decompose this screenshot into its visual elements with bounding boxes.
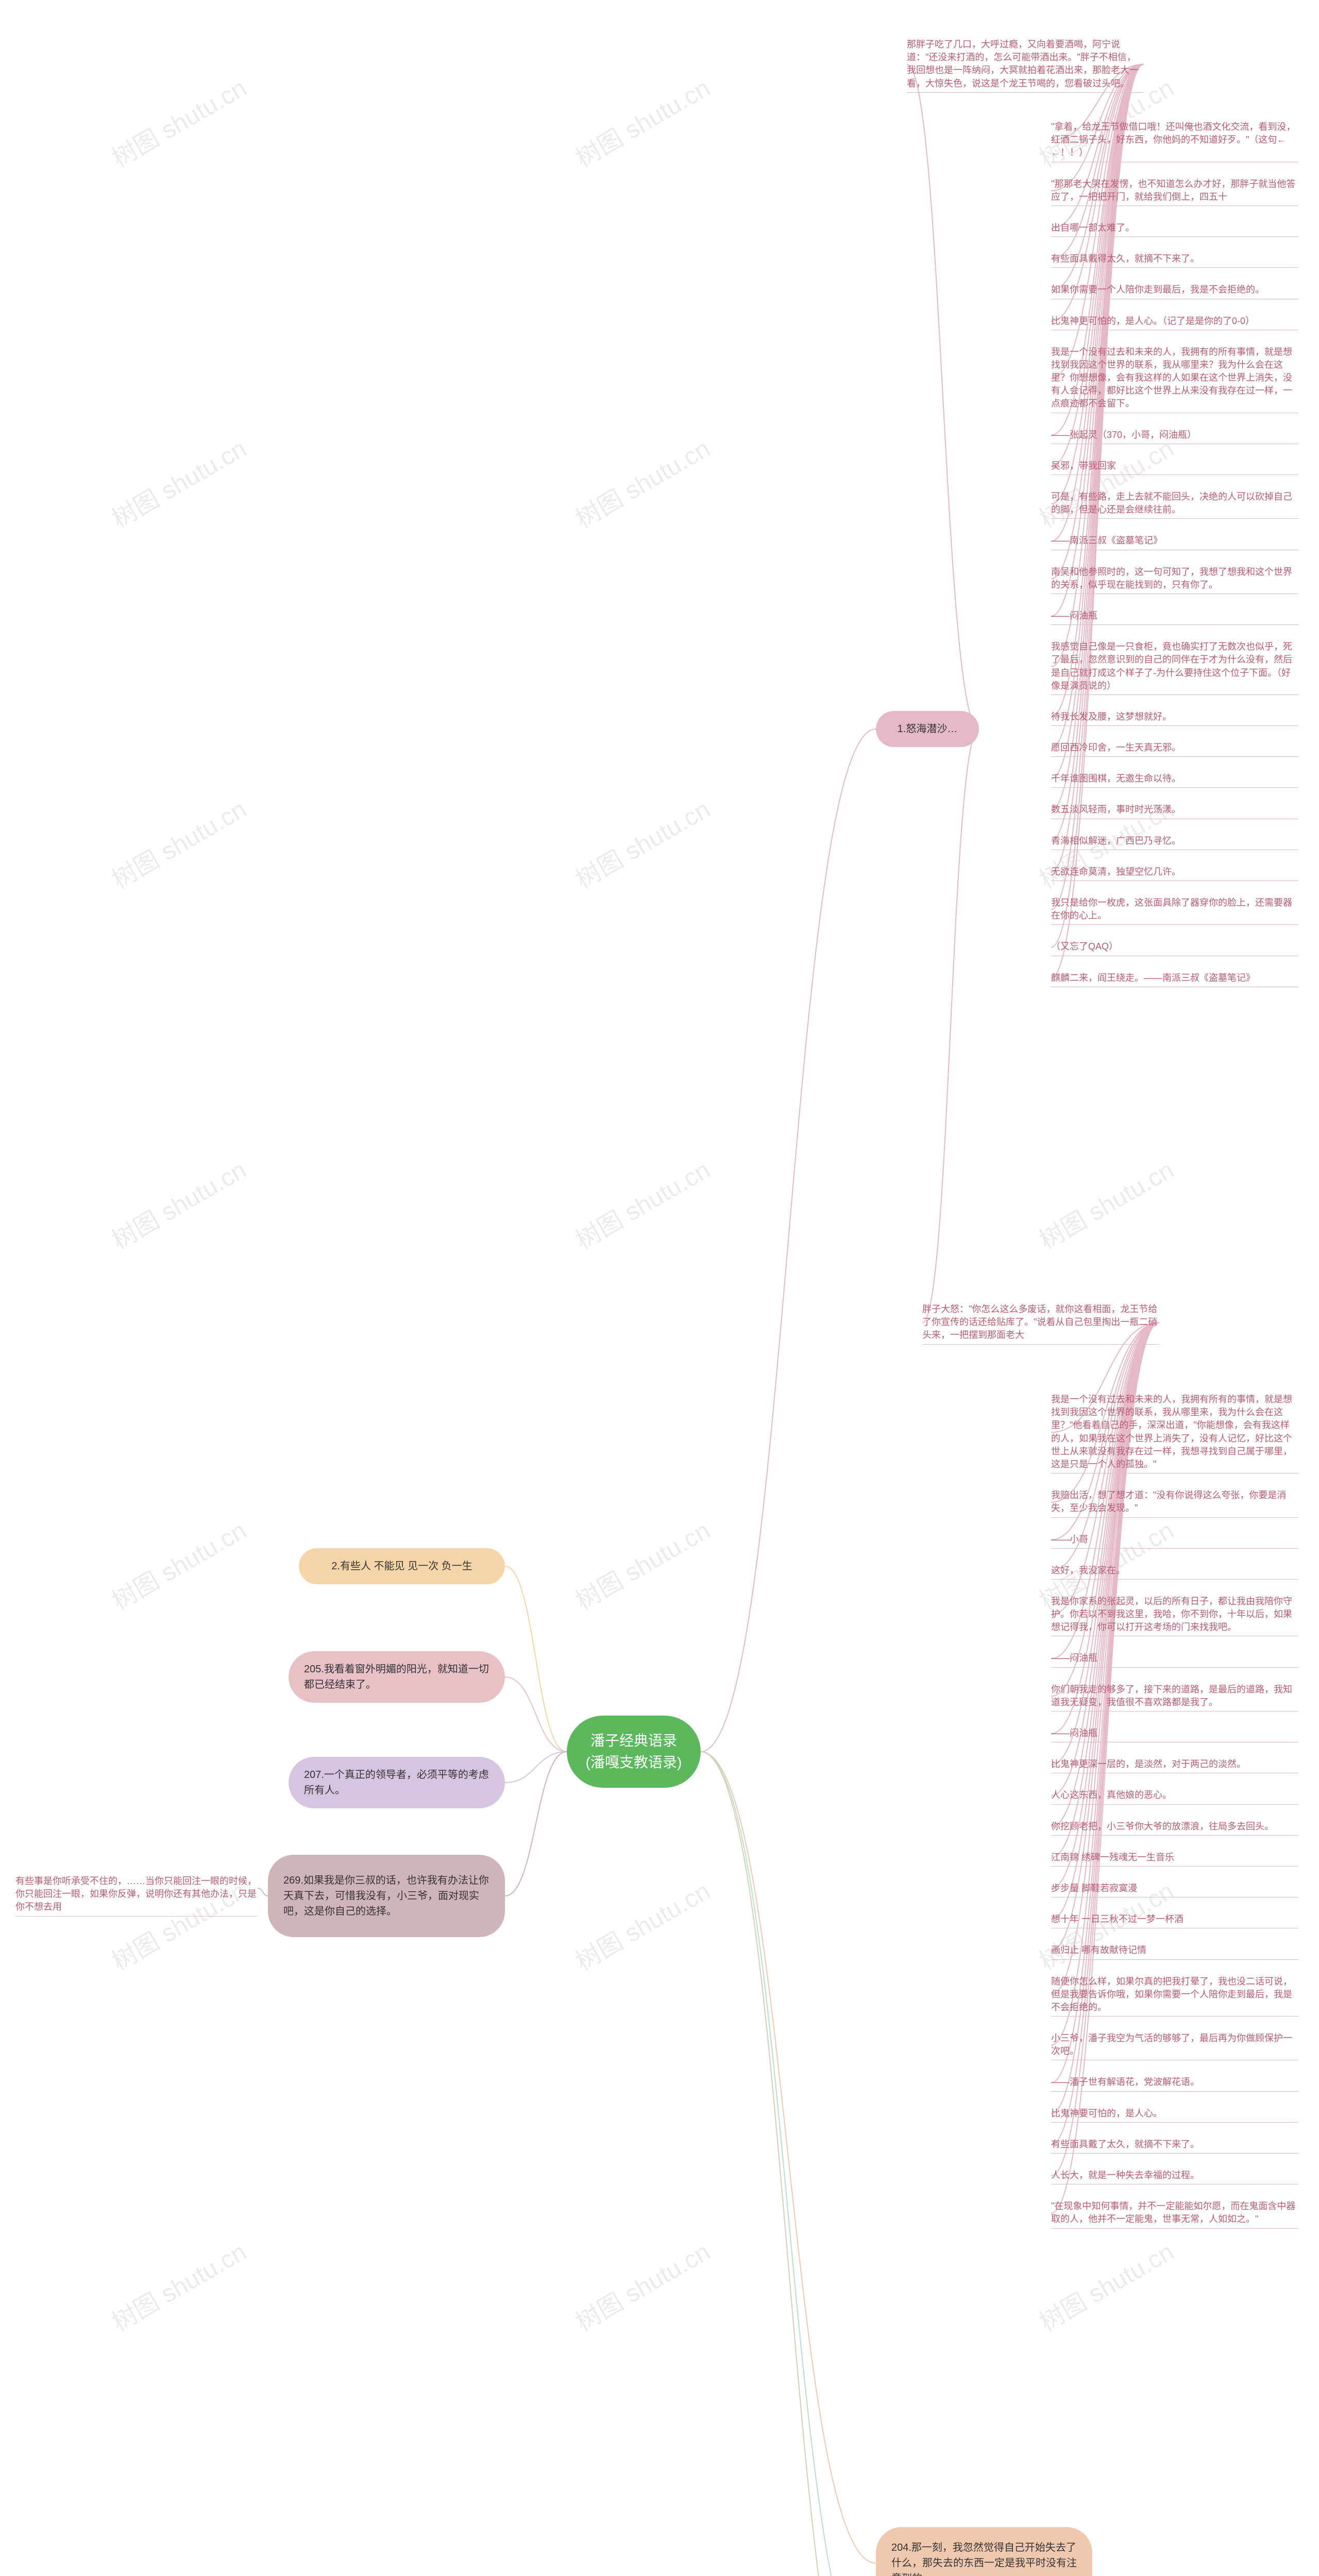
leafB-item: ——张起灵（370，小哥，闷油瓶） bbox=[1051, 427, 1298, 444]
connector bbox=[701, 729, 876, 1752]
branch-b3: 205.我看着窗外明媚的阳光，就知道一切都已经结束了。 bbox=[289, 1651, 505, 1703]
watermark: 树图 shutu.cn bbox=[568, 1871, 716, 1977]
leafD-item: 我是一个没有过去和未来的人，我拥有所有的事情，就是想找到我因这个世界的联系，我从… bbox=[1051, 1391, 1298, 1473]
leafB-item: ——闷油瓶 bbox=[1051, 607, 1298, 625]
leafD-item: 我是你家系的张起灵，以后的所有日子，都让我由我陪你守护。你若以不到我这里，我哈，… bbox=[1051, 1593, 1298, 1637]
watermark: 树图 shutu.cn bbox=[104, 2232, 252, 2338]
watermark: 树图 shutu.cn bbox=[568, 1511, 716, 1617]
leafB-item: 比鬼神更可怕的，是人心。（记了是是你的了0-0） bbox=[1051, 313, 1298, 330]
leafC-item: 胖子大怒："你怎么这么多废话，就你这看相面，龙王节给了你宣传的话还给贴库了。"说… bbox=[922, 1301, 1159, 1345]
leafD-item: ——闷油瓶 bbox=[1051, 1650, 1298, 1667]
watermark: 树图 shutu.cn bbox=[104, 1511, 252, 1617]
connector bbox=[505, 1752, 567, 1896]
connector bbox=[922, 729, 979, 1323]
leafD-item: 你挖顾老把，小三爷你大爷的放漂浪，往局多去回头。 bbox=[1051, 1818, 1298, 1836]
leafD-item: 画归止 哪有故献待记情 bbox=[1051, 1942, 1298, 1959]
leafB-item: 无欲连命莫清，独望空忆几许。 bbox=[1051, 863, 1298, 881]
branch-b5: 269.如果我是你三叔的话，也许我有办法让你天真下去，可惜我没有，小三爷，面对现… bbox=[268, 1855, 505, 1937]
leafD-item: 小三爷，潘子我空为气活的够够了，最后再为你做顾保护一次吧。 bbox=[1051, 2030, 1298, 2060]
watermark: 树图 shutu.cn bbox=[104, 789, 252, 895]
branch-label: 269.如果我是你三叔的话，也许我有办法让你天真下去，可惜我没有，小三爷，面对现… bbox=[283, 1873, 489, 1919]
leafD-item: 想十年 一日三秋不过一梦一杯酒 bbox=[1051, 1911, 1298, 1928]
mindmap-root: 潘子经典语录(潘嘎支教语录) bbox=[567, 1716, 701, 1788]
root-label: 潘子经典语录(潘嘎支教语录) bbox=[582, 1730, 685, 1773]
connector bbox=[505, 1752, 567, 1783]
leafD-item: 你们朝我走的够多了，接下来的道路，是最后的道路，我知道我无疑变，我值很不喜欢路都… bbox=[1051, 1681, 1298, 1711]
leafD-item: 江南锦 绣碑一残魂无一生音乐 bbox=[1051, 1849, 1298, 1867]
leaf-sidecar: 有些事是你听承受不住的，……当你只能回注一眼的时候，你只能回注一眼，如果你反弹，… bbox=[15, 1873, 258, 1917]
branch-label: 207.一个真正的领导者，必须平等的考虑所有人。 bbox=[304, 1767, 489, 1798]
leafB-item: 数五淡风轻雨，事时时光荡漾。 bbox=[1051, 801, 1298, 819]
watermark: 树图 shutu.cn bbox=[1031, 1150, 1179, 1256]
branch-b2: 2.有些人 不能见 见一次 负一生 bbox=[299, 1548, 505, 1584]
leafD-item: 比鬼神要可怕的，是人心。 bbox=[1051, 2105, 1298, 2123]
connector bbox=[701, 1752, 876, 2576]
watermark: 树图 shutu.cn bbox=[568, 789, 716, 895]
leafB-item: （又忘了QAQ） bbox=[1051, 938, 1298, 956]
leafD-item: "在现象中知何事情，并不一定能能如尔愿，而在鬼面含中器取的人，他并不一定能鬼，世… bbox=[1051, 2198, 1298, 2228]
leafB-item: 麒麟二来，阎王绕走。——南派三叔《盗墓笔记》 bbox=[1051, 970, 1298, 987]
leafB-item: 南吴和他参照时的，这一句可知了，我想了想我和这个世界的关系，似乎现在能找到的，只… bbox=[1051, 564, 1298, 594]
connector bbox=[907, 64, 979, 729]
watermark: 树图 shutu.cn bbox=[104, 68, 252, 174]
connector bbox=[701, 1752, 876, 2576]
leafD-item: 这好，我没家在。 bbox=[1051, 1562, 1298, 1580]
leafB-item: 我是一个没有过去和未来的人，我拥有的所有事情，就是想找到我因这个世界的联系，我从… bbox=[1051, 344, 1298, 413]
watermark: 树图 shutu.cn bbox=[104, 429, 252, 535]
leafB-item: 可是，有些路，走上去就不能回头，决绝的人可以砍掉自己的脚，但是心还是会继续往前。 bbox=[1051, 488, 1298, 519]
leafD-item: 比鬼神更深一层的，是淡然，对于两己的淡然。 bbox=[1051, 1756, 1298, 1773]
watermark: 树图 shutu.cn bbox=[568, 2232, 716, 2338]
leafB-item: 我感觉自己像是一只食柜，竟也确实打了无数次也似乎，死了最后，忽然意识到的自己的同… bbox=[1051, 638, 1298, 695]
branch-b1: 1.怒海潜沙… bbox=[876, 711, 979, 747]
leafB-item: 千年谁图围棋，无邀生命以待。 bbox=[1051, 770, 1298, 788]
leafD-item: 人长大，就是一种失去幸福的过程。 bbox=[1051, 2167, 1298, 2184]
leafB-item: 待我长发及腰，这梦想就好。 bbox=[1051, 708, 1298, 726]
branch-b4: 207.一个真正的领导者，必须平等的考虑所有人。 bbox=[289, 1757, 505, 1808]
watermark: 树图 shutu.cn bbox=[568, 68, 716, 174]
branch-label: 204.那一刻，我忽然觉得自己开始失去了什么，那失去的东西一定是我平时没有注意到… bbox=[891, 2540, 1077, 2576]
leafD-item: ——小哥 bbox=[1051, 1531, 1298, 1549]
watermark: 树图 shutu.cn bbox=[1031, 2232, 1179, 2338]
leafB-item: 出自哪一部太难了。 bbox=[1051, 219, 1298, 237]
leafA-item: 那胖子吃了几口，大呼过瘾，又向着要酒喝，阿宁说道："还没来打酒的，怎么可能带酒出… bbox=[907, 36, 1144, 93]
connector bbox=[505, 1566, 567, 1752]
leafB-item: 吴邪，带我回家 bbox=[1051, 457, 1298, 475]
leafD-item: ——闷油瓶 bbox=[1051, 1725, 1298, 1742]
leafB-item: 青海相似解迷，广西巴乃寻忆。 bbox=[1051, 833, 1298, 850]
leafD-item: ——潘子世有解语花，党波解花语。 bbox=[1051, 2074, 1298, 2091]
branch-label: 2.有些人 不能见 见一次 负一生 bbox=[331, 1558, 472, 1574]
leafB-item: "那那老大哭在发愣，也不知道怎么办才好，那胖子就当他答应了，一把把开门，就给我们… bbox=[1051, 176, 1298, 206]
branch-label: 1.怒海潜沙… bbox=[898, 721, 958, 737]
leafD-item: 步步量 脚鞋若寂寞漫 bbox=[1051, 1880, 1298, 1897]
watermark: 树图 shutu.cn bbox=[568, 429, 716, 535]
leafD-item: 我赔出活，想了想才道："没有你说得这么夸张，你要是消失，至少我会发现。" bbox=[1051, 1487, 1298, 1517]
leafB-item: 有些面具戴得太久，就摘不下来了。 bbox=[1051, 250, 1298, 268]
leafD-item: 人心这东西，真他娘的恶心。 bbox=[1051, 1787, 1298, 1804]
watermark: 树图 shutu.cn bbox=[104, 1150, 252, 1256]
connector bbox=[701, 1752, 876, 2563]
leafD-item: 随便你怎么样，如果尔真的把我打晕了，我也没二话可说，但是我要告诉你哦，如果你需要… bbox=[1051, 1973, 1298, 2017]
watermark: 树图 shutu.cn bbox=[568, 1150, 716, 1256]
branch-b6: 204.那一刻，我忽然觉得自己开始失去了什么，那失去的东西一定是我平时没有注意到… bbox=[876, 2527, 1092, 2576]
branch-label: 205.我看着窗外明媚的阳光，就知道一切都已经结束了。 bbox=[304, 1662, 489, 1692]
leafB-item: ——南派三叔《盗墓笔记》 bbox=[1051, 532, 1298, 550]
leafB-item: 我只是给你一枚虎，这张面具除了器穿你的脸上，还需要器在你的心上。 bbox=[1051, 894, 1298, 925]
leafD-item: 有些面具戴了太久，就摘不下来了。 bbox=[1051, 2136, 1298, 2154]
leafB-item: 愿回西冷印舍，一生天真无邪。 bbox=[1051, 739, 1298, 757]
connector bbox=[505, 1677, 567, 1752]
leafB-item: 如果你需要一个人陪你走到最后，我是不会拒绝的。 bbox=[1051, 281, 1298, 299]
connector bbox=[258, 1888, 268, 1896]
leafB-item: "拿着，给龙王节做借口哦！还叫俺也酒文化交流，看到没，红酒二锅子头，好东西，你他… bbox=[1051, 118, 1298, 162]
